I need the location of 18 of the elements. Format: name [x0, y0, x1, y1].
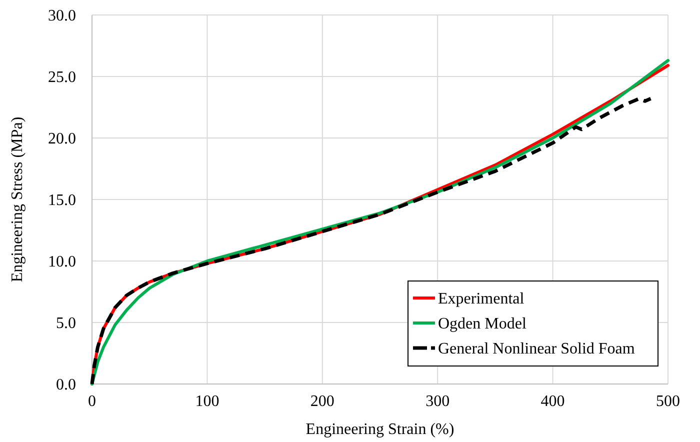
- x-tick-label: 100: [195, 393, 220, 410]
- y-tick-label: 30.0: [48, 8, 76, 25]
- y-tick-label: 0.0: [56, 376, 76, 394]
- x-tick-label: 200: [310, 393, 334, 410]
- x-tick-label: 0: [88, 393, 96, 410]
- y-axis-title: Engineering Stress (MPa): [9, 116, 26, 282]
- legend-label: Ogden Model: [438, 316, 527, 333]
- y-tick-label: 25.0: [48, 69, 76, 86]
- y-tick-label: 10.0: [48, 254, 76, 271]
- legend-label: General Nonlinear Solid Foam: [438, 340, 636, 358]
- legend-label: Experimental: [438, 290, 525, 308]
- x-tick-label: 400: [540, 393, 565, 410]
- x-axis-title: Engineering Strain (%): [306, 421, 454, 438]
- x-tick-label: 300: [426, 393, 450, 410]
- y-tick-label: 5.0: [56, 315, 76, 332]
- y-tick-label: 20.0: [48, 130, 76, 148]
- y-tick-label: 15.0: [48, 192, 76, 210]
- x-tick-label: 500: [656, 393, 680, 410]
